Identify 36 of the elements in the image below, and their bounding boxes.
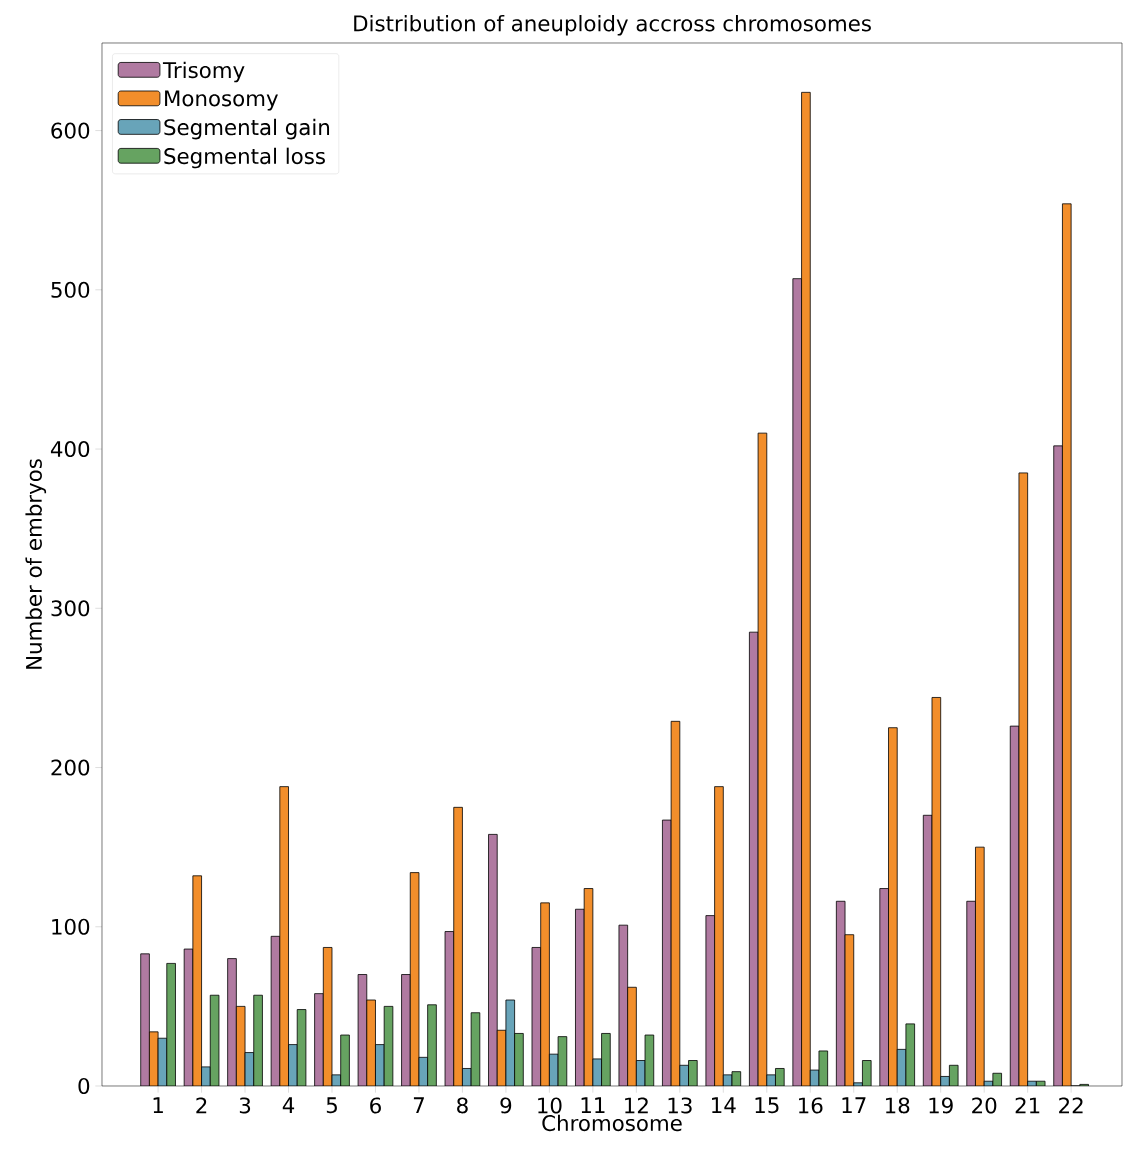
y-tick-label: 200 xyxy=(51,759,90,776)
x-tick-label: 14 xyxy=(712,1097,736,1113)
y-tick-label: 300 xyxy=(51,600,90,617)
x-tick-label: 19 xyxy=(929,1097,953,1114)
x-tick-label: 20 xyxy=(972,1097,997,1114)
y-axis-title: Number of embryos xyxy=(25,459,47,669)
x-tick-label: 6 xyxy=(370,1097,381,1114)
x-tick-label: 18 xyxy=(885,1097,910,1114)
x-tick-label: 12 xyxy=(625,1097,648,1114)
x-tick-label: 21 xyxy=(1015,1097,1040,1114)
chart-title: Distribution of aneuploidy accross chromosomes xyxy=(354,14,871,36)
x-tick-label: 9 xyxy=(500,1097,512,1114)
x-tick-label: 17 xyxy=(842,1097,866,1113)
y-tick-label: 600 xyxy=(51,122,90,139)
x-tick-label: 11 xyxy=(581,1097,605,1113)
legend-label: Monosomy xyxy=(165,90,278,111)
x-tick-label: 3 xyxy=(239,1097,251,1114)
legend-label: Segmental gain xyxy=(164,118,330,140)
y-tick-label: 400 xyxy=(50,440,90,458)
x-tick-label: 15 xyxy=(755,1097,779,1114)
x-tick-label: 2 xyxy=(196,1097,207,1114)
x-tick-label: 22 xyxy=(1059,1097,1083,1114)
x-axis-title: Chromosome xyxy=(542,1114,682,1132)
x-tick-label: 4 xyxy=(282,1097,295,1113)
x-tick-label: 1 xyxy=(153,1097,163,1113)
x-tick-label: 5 xyxy=(326,1097,337,1114)
y-tick-label: 500 xyxy=(51,281,90,298)
x-tick-label: 7 xyxy=(413,1097,424,1113)
legend-label: Trisomy xyxy=(162,61,245,83)
y-tick-label: 0 xyxy=(78,1077,90,1095)
x-tick-label: 10 xyxy=(538,1097,562,1114)
x-tick-label: 13 xyxy=(668,1097,692,1114)
legend-label: Segmental loss xyxy=(164,147,325,169)
x-tick-label: 16 xyxy=(799,1097,823,1114)
y-tick-label: 100 xyxy=(52,918,90,935)
x-tick-label: 8 xyxy=(457,1097,468,1114)
